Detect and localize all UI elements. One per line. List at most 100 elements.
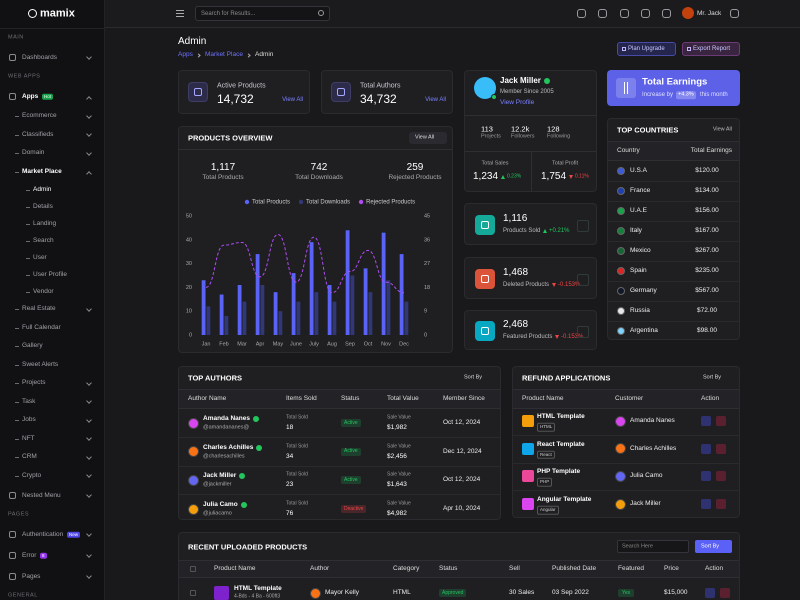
menu-label[interactable]: Details: [33, 202, 53, 210]
menu-label[interactable]: NFT: [22, 434, 35, 442]
menu-label[interactable]: Projects: [22, 379, 46, 386]
menu-item[interactable]: Landing: [0, 215, 105, 232]
header-icon[interactable]: [620, 9, 629, 18]
checkbox[interactable]: [190, 590, 196, 596]
menu-item[interactable]: Domain: [0, 144, 105, 163]
action-button[interactable]: [716, 416, 726, 426]
action-button[interactable]: [705, 588, 715, 598]
menu-item[interactable]: Market Place: [0, 163, 105, 182]
menu-item[interactable]: Projects: [0, 374, 105, 393]
menu-item[interactable]: Classifieds: [0, 126, 105, 145]
view-all-link[interactable]: View All: [425, 97, 446, 103]
user-name[interactable]: Mr. Jack: [697, 9, 722, 17]
menu-item[interactable]: Pages: [0, 566, 105, 587]
menu-item[interactable]: CRM: [0, 448, 105, 467]
user-avatar[interactable]: [682, 7, 694, 19]
menu-label[interactable]: Domain: [22, 149, 45, 156]
header-icon[interactable]: [577, 9, 586, 18]
menu-item[interactable]: Apps Hot: [0, 86, 105, 107]
menu-label[interactable]: Crypto: [22, 471, 42, 479]
menu-item[interactable]: Details: [0, 198, 105, 215]
menu-label[interactable]: Jobs: [22, 416, 36, 423]
menu-item[interactable]: Task: [0, 393, 105, 412]
menu-item[interactable]: Authentication New: [0, 524, 105, 545]
menu-item[interactable]: Search: [0, 232, 105, 249]
header-icon[interactable]: [730, 9, 739, 18]
header-button-label[interactable]: Plan Upgrade: [628, 46, 665, 52]
breadcrumb-sep: [196, 52, 201, 58]
menu-toggle[interactable]: [176, 13, 184, 14]
menu-label[interactable]: Gallery: [22, 342, 43, 349]
menu-label[interactable]: Search: [33, 236, 54, 244]
menu-item[interactable]: User: [0, 249, 105, 266]
menu-label[interactable]: Apps: [22, 92, 39, 100]
search-box[interactable]: [195, 6, 330, 21]
menu-item[interactable]: Error 8: [0, 545, 105, 566]
menu-label[interactable]: Landing: [33, 219, 57, 227]
view-all-label[interactable]: View All: [415, 134, 435, 141]
menu-label[interactable]: Pages: [22, 572, 41, 580]
menu-label[interactable]: User: [33, 253, 47, 261]
menu-label[interactable]: CRM: [22, 453, 37, 460]
checkbox[interactable]: [190, 566, 196, 572]
total-change: 0.11%: [575, 173, 589, 180]
action-button[interactable]: [716, 471, 726, 482]
action-button[interactable]: [716, 499, 726, 510]
search-box[interactable]: [617, 540, 689, 553]
view-all-link[interactable]: View All: [282, 97, 303, 103]
action-button[interactable]: [716, 443, 726, 454]
header-button-label[interactable]: Export Report: [693, 46, 731, 52]
menu-label[interactable]: Classifieds: [22, 130, 54, 138]
header-icon[interactable]: [598, 9, 607, 18]
action-button[interactable]: [701, 443, 711, 454]
menu-label[interactable]: Error: [22, 551, 37, 559]
header-icon[interactable]: [662, 9, 671, 18]
profile-card: Jack Miller Member Since 2005 View Profile…: [464, 70, 597, 192]
menu-label[interactable]: Dashboards: [22, 53, 58, 61]
menu-item[interactable]: Vendor: [0, 283, 105, 300]
bar: [399, 254, 404, 335]
view-all-link[interactable]: View All: [712, 126, 732, 133]
menu-toggle[interactable]: [176, 10, 184, 11]
action-button[interactable]: [701, 416, 711, 426]
action-button[interactable]: [720, 588, 730, 598]
menu-label[interactable]: User Profile: [33, 270, 67, 278]
menu-item[interactable]: Ecommerce: [0, 107, 105, 126]
breadcrumb[interactable]: Market Place: [205, 50, 243, 58]
menu-label[interactable]: Sweet Alerts: [22, 360, 59, 368]
action-button[interactable]: [701, 499, 711, 510]
menu-label[interactable]: Real Estate: [22, 305, 56, 312]
sort-button[interactable]: [695, 540, 732, 553]
menu-label[interactable]: Admin: [33, 185, 52, 193]
menu-label[interactable]: Market Place: [22, 167, 62, 175]
header-button[interactable]: [617, 42, 676, 56]
menu-item[interactable]: Full Calendar: [0, 319, 105, 338]
menu-label[interactable]: Authentication: [22, 530, 64, 538]
menu-item[interactable]: User Profile: [0, 266, 105, 283]
menu-label[interactable]: Full Calendar: [22, 323, 61, 331]
menu-item[interactable]: Dashboards: [0, 47, 105, 68]
menu-item[interactable]: Jobs: [0, 411, 105, 430]
menu-item[interactable]: Admin: [0, 181, 105, 198]
chevron: [86, 54, 92, 60]
menu-label[interactable]: Ecommerce: [22, 112, 57, 119]
view-all-button[interactable]: [409, 132, 447, 144]
menu-item[interactable]: Real Estate: [0, 300, 105, 319]
action-button[interactable]: [701, 471, 711, 482]
header-button[interactable]: [682, 42, 740, 56]
menu-item[interactable]: Nested Menu: [0, 485, 105, 506]
sort-label[interactable]: Sort By: [701, 542, 720, 549]
menu-label[interactable]: Task: [22, 397, 36, 405]
menu-item[interactable]: Crypto: [0, 467, 105, 486]
menu-label[interactable]: Nested Menu: [22, 491, 61, 499]
menu-toggle[interactable]: [176, 16, 184, 17]
breadcrumb[interactable]: Apps: [178, 50, 193, 58]
menu-item[interactable]: Gallery: [0, 337, 105, 356]
menu-item[interactable]: Sweet Alerts: [0, 356, 105, 375]
menu-label[interactable]: Vendor: [33, 287, 54, 295]
header-icon[interactable]: [641, 9, 650, 18]
menu-item[interactable]: NFT: [0, 430, 105, 449]
profile-link[interactable]: View Profile: [500, 98, 535, 106]
sort-button[interactable]: Sort By: [703, 374, 722, 381]
sort-button[interactable]: Sort By: [464, 374, 483, 381]
